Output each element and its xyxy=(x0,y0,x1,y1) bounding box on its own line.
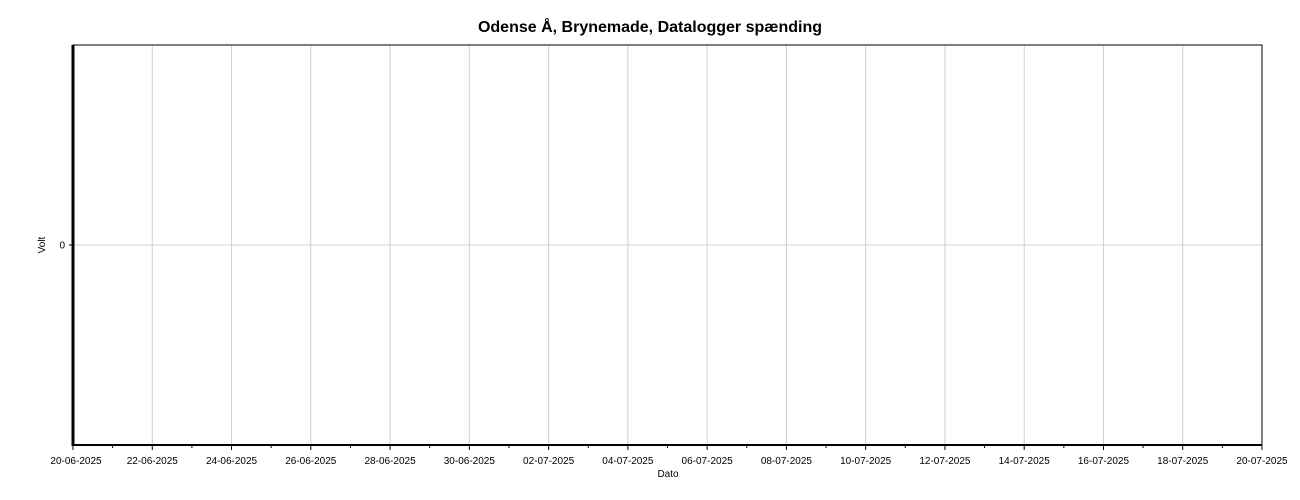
x-tick-label: 24-06-2025 xyxy=(206,456,258,467)
x-tick-label: 02-07-2025 xyxy=(523,456,575,467)
x-tick-label: 14-07-2025 xyxy=(999,456,1051,467)
x-tick-label: 28-06-2025 xyxy=(364,456,416,467)
x-tick-label: 20-07-2025 xyxy=(1236,456,1288,467)
x-tick-label: 18-07-2025 xyxy=(1157,456,1209,467)
x-tick-label: 06-07-2025 xyxy=(682,456,734,467)
x-tick-label: 04-07-2025 xyxy=(602,456,654,467)
x-tick-label: 16-07-2025 xyxy=(1078,456,1130,467)
x-tick-label: 20-06-2025 xyxy=(50,456,102,467)
y-axis-label: Volt xyxy=(37,236,48,253)
x-tick-label: 12-07-2025 xyxy=(919,456,971,467)
x-tick-label: 26-06-2025 xyxy=(285,456,337,467)
y-axis-ticks: 0 xyxy=(59,241,73,252)
x-tick-label: 08-07-2025 xyxy=(761,456,813,467)
x-axis-ticks: 20-06-2025 22-06-2025 24-06-2025 26-06-2025… xyxy=(50,445,1288,467)
x-tick-label: 30-06-2025 xyxy=(444,456,496,467)
y-tick-label: 0 xyxy=(59,241,65,252)
grid xyxy=(73,45,1262,445)
x-tick-label: 10-07-2025 xyxy=(840,456,892,467)
x-axis-label: Dato xyxy=(657,469,679,480)
chart-title: Odense Å, Brynemade, Datalogger spænding xyxy=(477,19,823,36)
x-tick-label: 22-06-2025 xyxy=(127,456,179,467)
